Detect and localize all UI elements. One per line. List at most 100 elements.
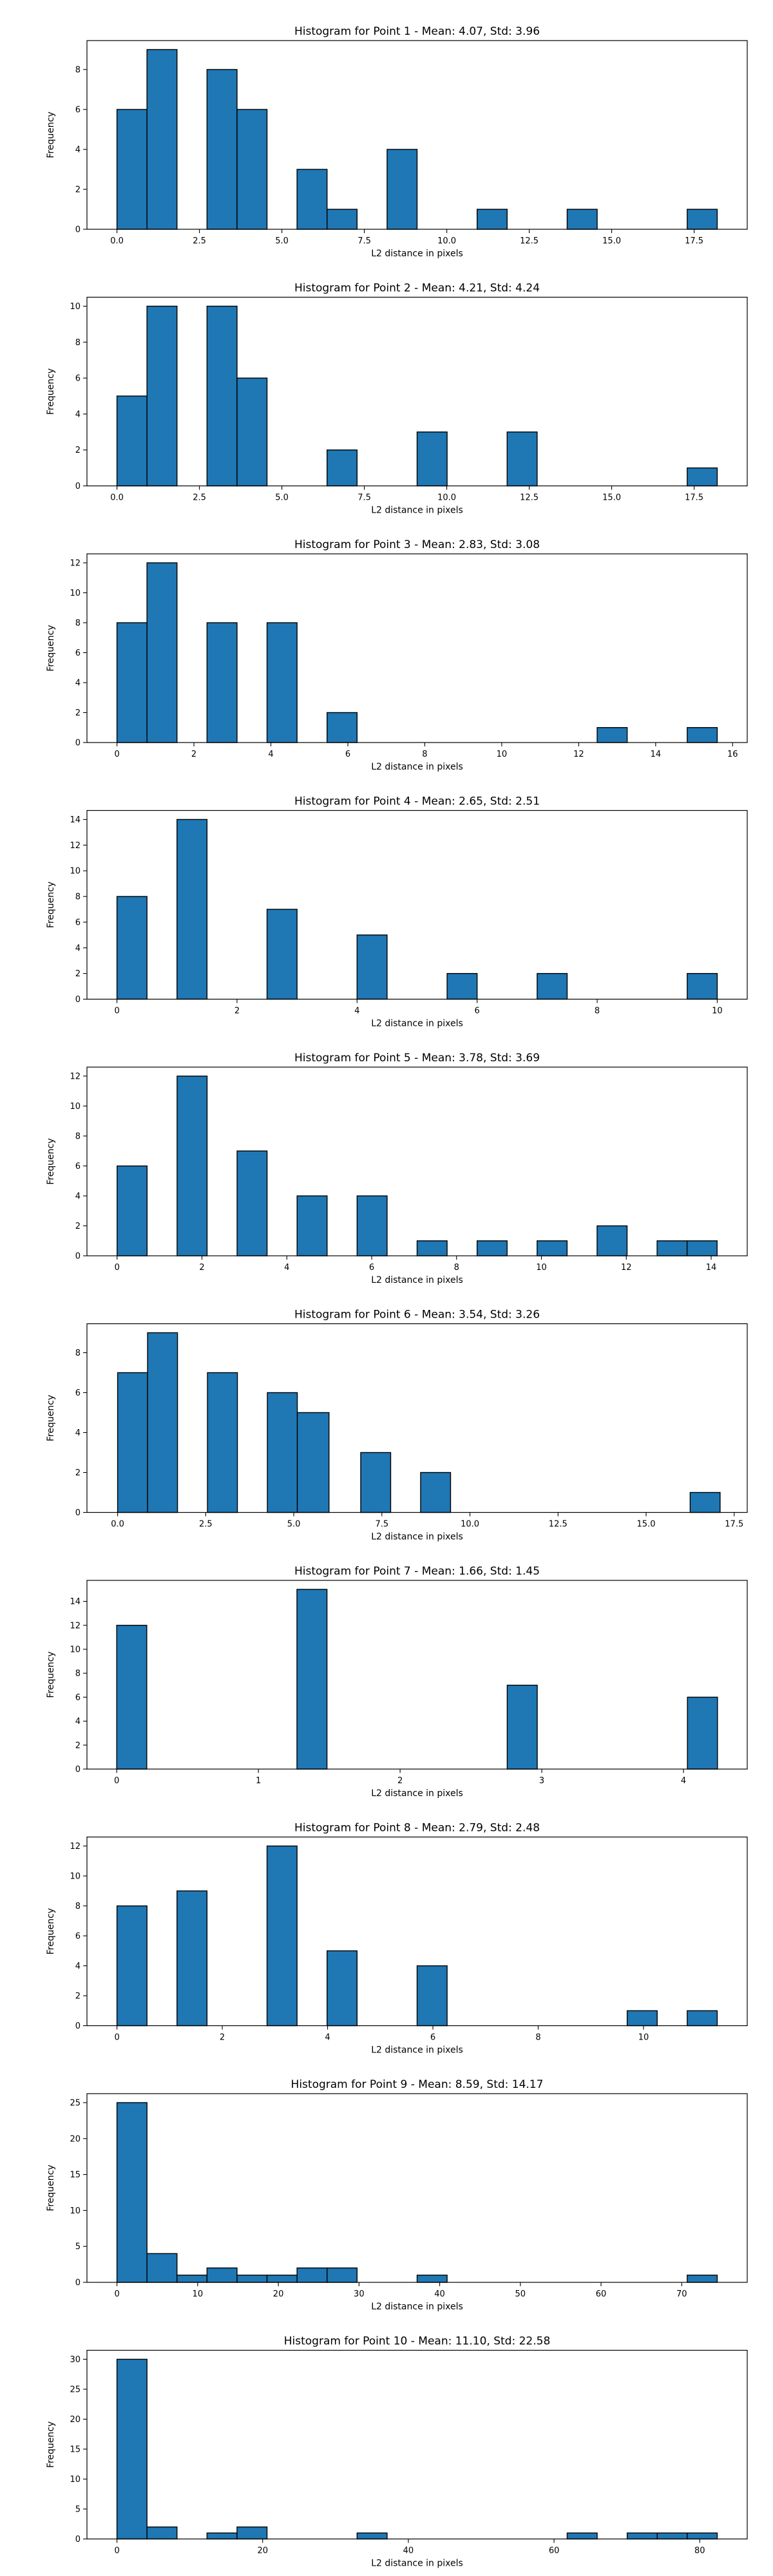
histogram-bar	[537, 972, 568, 1000]
x-tick-label: 2	[397, 1776, 403, 1786]
chart-title: Histogram for Point 2 - Mean: 4.21, Std:…	[294, 282, 540, 295]
x-tick-label: 6	[475, 1007, 480, 1016]
y-tick-label: 20	[70, 2134, 81, 2144]
x-tick-label: 4	[268, 750, 273, 759]
x-axis: 0.0 2.5 5.0 7.5 10.0 12.5 15.0 17.5	[110, 486, 703, 503]
chart-8: Histogram for Point 8 - Mean: 2.79, Std:…	[46, 1822, 748, 2056]
x-tick-label: 12	[621, 1263, 632, 1273]
y-tick-label: 4	[75, 145, 81, 155]
histogram-bar	[687, 1696, 718, 1770]
histogram-bar	[416, 1965, 448, 2027]
y-tick-label: 14	[70, 1597, 81, 1607]
histogram-bar	[236, 109, 268, 230]
axes-frame	[86, 296, 748, 487]
x-tick-label: 60	[596, 2289, 607, 2299]
y-tick-label: 10	[70, 1871, 81, 1881]
axes-frame	[86, 40, 748, 230]
histogram-bar	[206, 305, 238, 487]
y-tick-label: 8	[75, 1349, 81, 1358]
histogram-bar	[356, 934, 388, 1000]
chart-10: Histogram for Point 10 - Mean: 11.10, St…	[46, 2335, 748, 2569]
x-tick-label: 4	[681, 1776, 686, 1786]
histogram-bar	[386, 149, 418, 230]
histogram-bar	[416, 431, 448, 487]
y-axis-label: Frequency	[46, 368, 56, 415]
histogram-bar	[327, 1950, 358, 2027]
x-tick-label: 5.0	[287, 1520, 301, 1530]
x-tick-label: 7.5	[358, 236, 371, 246]
histogram-bar	[146, 2526, 178, 2540]
bars	[116, 1845, 718, 2027]
histogram-bar	[327, 712, 358, 743]
y-axis-label: Frequency	[46, 2164, 56, 2211]
x-tick-label: 10	[497, 750, 508, 759]
x-axis: 0 20 40 60 80	[114, 2539, 705, 2556]
y-tick-label: 12	[70, 1842, 81, 1852]
y-tick-label: 0	[75, 2022, 81, 2031]
histogram-bar	[687, 2532, 718, 2540]
x-axis-label: L2 distance in pixels	[371, 2302, 463, 2312]
x-axis-label: L2 distance in pixels	[371, 1275, 463, 1285]
y-tick-label: 10	[70, 302, 81, 312]
histogram-bar	[296, 1589, 328, 1770]
chart-5: Histogram for Point 5 - Mean: 3.78, Std:…	[46, 1052, 748, 1285]
x-axis-label: L2 distance in pixels	[371, 2045, 463, 2056]
histogram-bar	[206, 622, 238, 743]
histogram-bar	[147, 1332, 178, 1513]
x-tick-label: 0.0	[110, 236, 124, 246]
y-axis: 0 2 4 6 8	[75, 1349, 87, 1518]
x-tick-label: 6	[345, 750, 350, 759]
y-tick-label: 0	[75, 739, 81, 748]
chart-1: Histogram for Point 1 - Mean: 4.07, Std:…	[46, 25, 748, 259]
x-tick-label: 0	[114, 2546, 119, 2556]
axes-frame	[86, 2349, 748, 2540]
y-tick-label: 6	[75, 918, 81, 927]
histogram-bar	[596, 1225, 628, 1256]
y-tick-label: 10	[70, 867, 81, 876]
histogram-bar	[206, 69, 238, 230]
x-tick-label: 0	[114, 1776, 119, 1786]
histogram-bar	[296, 1412, 330, 1513]
y-axis-label: Frequency	[46, 2421, 56, 2468]
x-tick-label: 10	[536, 1263, 547, 1273]
x-tick-label: 8	[595, 1007, 600, 1016]
x-tick-label: 7.5	[375, 1520, 388, 1530]
x-tick-label: 0	[114, 1007, 119, 1016]
histogram-bar	[146, 562, 178, 743]
x-tick-label: 0	[115, 1263, 120, 1273]
x-tick-label: 12	[573, 750, 584, 759]
y-tick-label: 30	[70, 2355, 81, 2365]
y-tick-label: 5	[75, 2505, 81, 2514]
histogram-bar	[116, 622, 148, 743]
histogram-bar	[626, 2532, 658, 2540]
y-tick-label: 0	[75, 225, 81, 235]
bars	[116, 562, 718, 743]
axes-frame	[86, 2093, 748, 2283]
histogram-bar	[207, 1372, 238, 1513]
axes-frame	[86, 810, 748, 1000]
y-tick-label: 8	[75, 1902, 81, 1911]
histogram-bar	[296, 2267, 328, 2283]
x-tick-label: 4	[354, 1007, 359, 1016]
chart-title: Histogram for Point 7 - Mean: 1.66, Std:…	[294, 1565, 540, 1578]
x-axis-label: L2 distance in pixels	[371, 762, 463, 772]
x-tick-label: 30	[354, 2289, 365, 2299]
x-tick-label: 10.0	[437, 493, 456, 503]
chart-title: Histogram for Point 3 - Mean: 2.83, Std:…	[294, 538, 540, 551]
histogram-bar	[177, 1890, 208, 2027]
histogram-bar	[267, 1392, 298, 1513]
y-tick-label: 2	[75, 1468, 81, 1478]
histogram-bar	[687, 467, 718, 487]
x-axis-label: L2 distance in pixels	[371, 506, 463, 516]
x-tick-label: 12.5	[549, 1520, 568, 1530]
histogram-bar	[689, 1492, 721, 1513]
histogram-bar	[566, 209, 598, 230]
histogram-bar	[146, 305, 178, 487]
histogram-bar	[687, 209, 718, 230]
x-tick-label: 70	[676, 2289, 687, 2299]
y-axis-label: Frequency	[46, 111, 56, 158]
histogram-bar	[687, 972, 718, 1000]
x-tick-label: 10	[638, 2033, 649, 2043]
x-tick-label: 2.5	[199, 1520, 213, 1530]
